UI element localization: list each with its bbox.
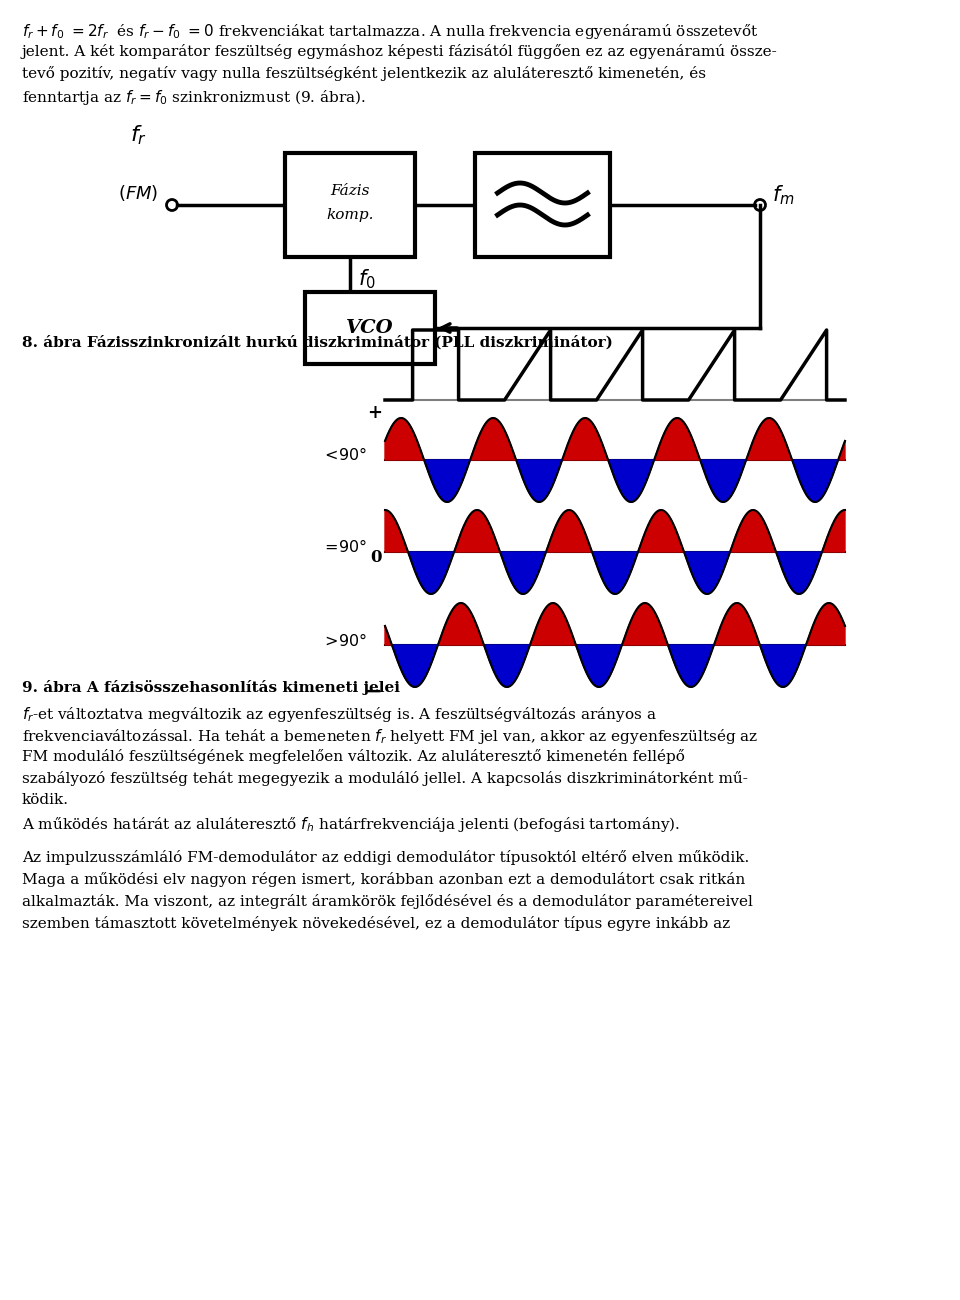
Text: A működés határát az aluláteresztő $f_h$ határfrekvenciája jelenti (befogási tar: A működés határát az aluláteresztő $f_h$… [22, 815, 680, 835]
Text: $f_r$-et változtatva megváltozik az egyenfeszültség is. A feszültségváltozás ará: $f_r$-et változtatva megváltozik az egye… [22, 705, 657, 724]
Text: tevő pozitív, negatív vagy nulla feszültségként jelentkezik az aluláteresztő kim: tevő pozitív, negatív vagy nulla feszült… [22, 66, 706, 81]
Text: jelent. A két komparátor feszültség egymáshoz képesti fázisától függően ez az eg: jelent. A két komparátor feszültség egym… [22, 44, 778, 58]
Bar [475, 153, 610, 257]
Text: $f_0$: $f_0$ [358, 266, 375, 291]
Text: +: + [367, 404, 382, 422]
Text: −: − [364, 681, 382, 703]
Text: FM moduláló feszültségének megfelelően változik. Az aluláteresztő kimenetén fell: FM moduláló feszültségének megfelelően v… [22, 749, 684, 764]
Text: komp.: komp. [326, 208, 373, 222]
Text: frekvenciaváltozással. Ha tehát a bemeneten $f_r$ helyett FM jel van, akkor az e: frekvenciaváltozással. Ha tehát a bemene… [22, 727, 758, 746]
Text: $f_r + f_0\ =2f_r$  és $f_r - f_0\ =0$ frekvenciákat tartalmazza. A nulla frekve: $f_r + f_0\ =2f_r$ és $f_r - f_0\ =0$ fr… [22, 22, 758, 42]
Text: szemben támasztott követelmények növekedésével, ez a demodulátor típus egyre ink: szemben támasztott követelmények növeked… [22, 916, 731, 931]
Text: Maga a működési elv nagyon régen ismert, korábban azonban ezt a demodulátort csa: Maga a működési elv nagyon régen ismert,… [22, 872, 745, 887]
Text: ködik.: ködik. [22, 793, 69, 807]
Text: $(FM)$: $(FM)$ [118, 183, 158, 203]
Text: $<\!90°$: $<\!90°$ [321, 447, 367, 464]
Text: $f_m$: $f_m$ [772, 183, 795, 207]
Text: Fázis: Fázis [330, 185, 370, 198]
Text: $>\!90°$: $>\!90°$ [321, 633, 367, 650]
Text: $f_r$: $f_r$ [130, 124, 147, 147]
Text: Az impulzusszámláló FM-demodulátor az eddigi demodulátor típusoktól eltérő elven: Az impulzusszámláló FM-demodulátor az ed… [22, 850, 749, 866]
Text: alkalmazták. Ma viszont, az integrált áramkörök fejlődésével és a demodulátor pa: alkalmazták. Ma viszont, az integrált ár… [22, 894, 753, 909]
Bar [285, 153, 415, 257]
Text: fenntartja az $f_r = f_0$ szinkronizmust (9. ábra).: fenntartja az $f_r = f_0$ szinkronizmust… [22, 88, 366, 107]
Text: 8. ábra Fázisszinkronizált hurkú diszkriminátor (PLL diszkriminátor): 8. ábra Fázisszinkronizált hurkú diszkri… [22, 335, 612, 350]
Text: $=\!90°$: $=\!90°$ [321, 540, 367, 556]
Bar [305, 292, 435, 364]
Text: VCO: VCO [347, 318, 394, 337]
Text: 9. ábra A fázisösszehasonlítás kimeneti jelei: 9. ábra A fázisösszehasonlítás kimeneti … [22, 680, 400, 696]
Text: szabályozó feszültség tehát megegyezik a moduláló jellel. A kapcsolás diszkrimin: szabályozó feszültség tehát megegyezik a… [22, 771, 748, 786]
Text: 0: 0 [371, 549, 382, 566]
